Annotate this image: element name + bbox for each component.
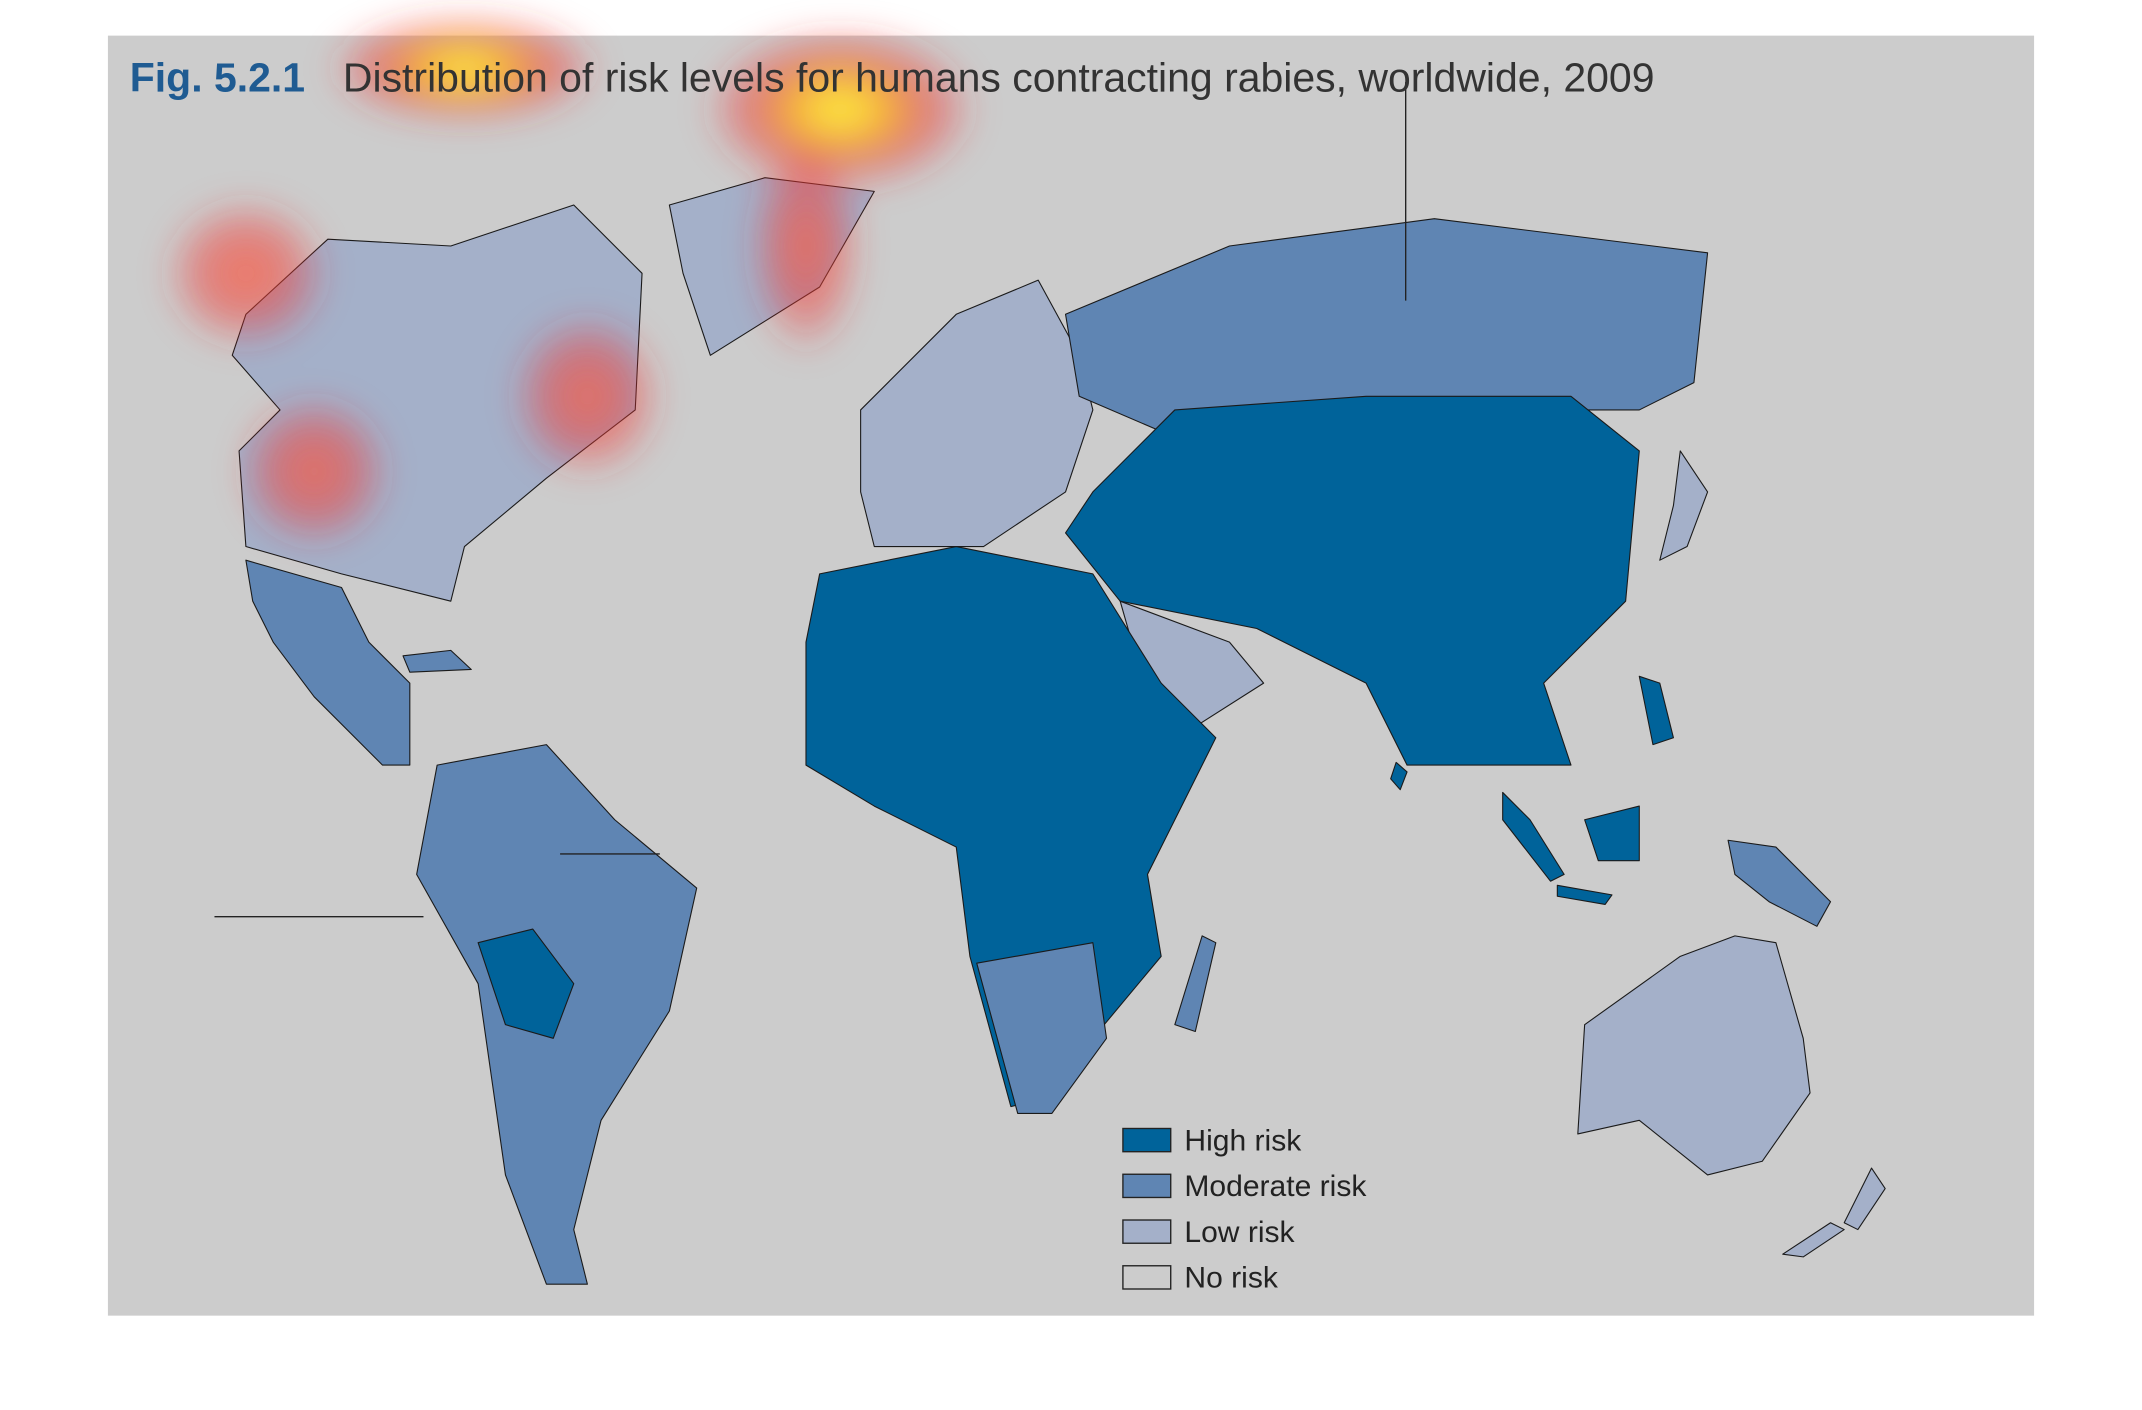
- new-zealand: [1843, 1167, 1886, 1231]
- legend-label: Moderate risk: [1184, 1170, 1367, 1203]
- philippines: [1638, 675, 1674, 746]
- central-america: [245, 559, 411, 766]
- legend-label: No risk: [1184, 1262, 1278, 1295]
- sumatra: [1502, 791, 1565, 882]
- legend-label: Low risk: [1184, 1216, 1295, 1249]
- bolivia-region: [477, 928, 575, 1039]
- australia: [1577, 935, 1811, 1176]
- madagascar: [1174, 935, 1217, 1033]
- legend-label: High risk: [1184, 1124, 1302, 1157]
- figure-title: Distribution of risk levels for humans c…: [343, 55, 1655, 101]
- world-map: [231, 177, 1886, 1285]
- heatmap-overlay: [163, 13, 977, 547]
- legend-swatch: [1122, 1219, 1172, 1244]
- caribbean: [402, 649, 472, 673]
- russia: [1064, 218, 1709, 438]
- japan: [1659, 450, 1709, 561]
- borneo: [1584, 805, 1640, 862]
- legend-swatch: [1122, 1265, 1172, 1290]
- new-guinea: [1727, 839, 1832, 927]
- legend-swatch: [1122, 1173, 1172, 1199]
- asia-high-risk: [1064, 395, 1640, 766]
- europe: [860, 279, 1094, 548]
- legend: High risk Moderate risk Low risk No risk: [1122, 1124, 1367, 1295]
- new-zealand-south: [1782, 1222, 1845, 1258]
- java: [1556, 884, 1613, 905]
- figure-label: Fig. 5.2.1: [130, 55, 305, 101]
- southern-africa: [976, 942, 1108, 1115]
- sri-lanka: [1390, 761, 1408, 791]
- legend-swatch: [1122, 1127, 1172, 1153]
